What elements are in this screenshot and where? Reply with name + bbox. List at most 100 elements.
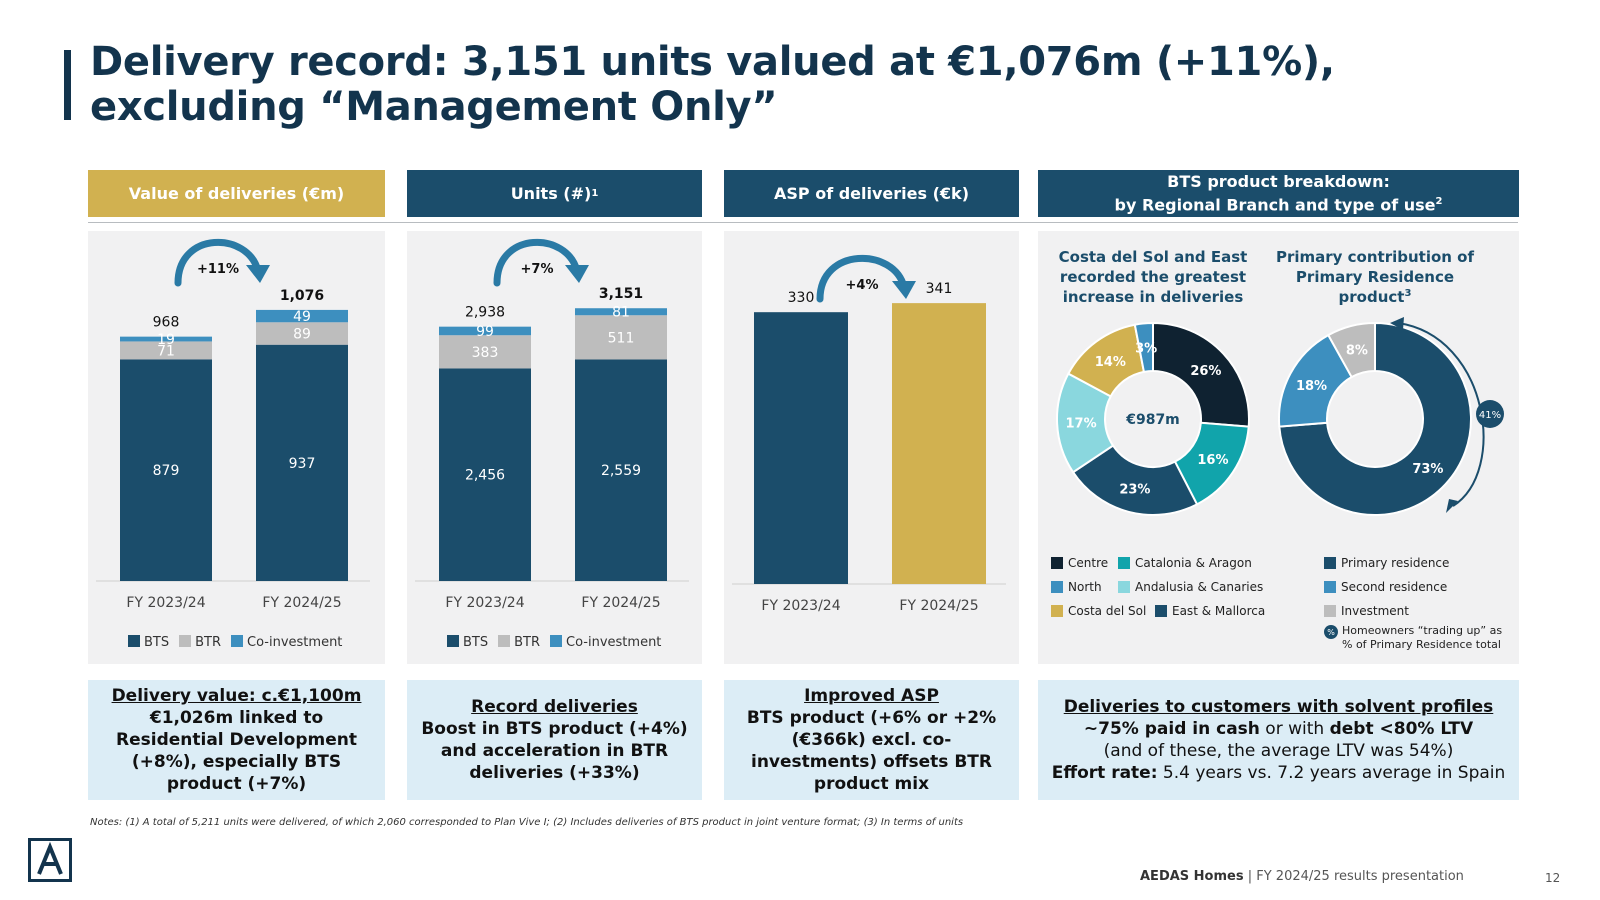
value-bar-label: 879 (153, 463, 180, 479)
legend-primary-residence: Primary residence (1324, 556, 1449, 570)
asp-arrowhead-icon (892, 281, 916, 299)
use-donut-title: product3 (1339, 288, 1412, 306)
value-growth-label: +11% (197, 262, 239, 277)
region-donut-slice (1152, 321, 1250, 428)
asp-chart: 330 FY 2023/24 341 FY 2024/25 +4% (732, 254, 1006, 614)
legend-costa-del-sol: Costa del Sol (1051, 604, 1146, 618)
units-chart-panel: 2,456 383 99 2,938 FY 2023/24 2,559 511 81 3,151… (407, 231, 702, 664)
region-donut-slice (1133, 321, 1154, 374)
units-arrow-icon (493, 238, 581, 287)
legend-bts: BTS (447, 635, 488, 650)
region-donut-slice (1071, 444, 1199, 516)
value-bar-btr (256, 322, 348, 345)
asp-chart-panel: 330 FY 2023/24 341 FY 2024/25 +4% (724, 231, 1019, 664)
units-total-label: 3,151 (599, 286, 643, 302)
asp-arrow-icon (816, 254, 908, 303)
header-divider (88, 222, 1518, 223)
units-bar-label: 2,456 (465, 468, 505, 484)
use-donut-slice (1326, 321, 1376, 379)
legend-coinv: Co-investment (550, 635, 661, 650)
units-bar-label: 81 (612, 305, 630, 321)
use-donut-slice (1278, 321, 1472, 516)
asp-x-tick: FY 2023/24 (761, 598, 840, 614)
units-bar-label: 383 (472, 345, 499, 361)
legend-east-mallorca: East & Mallorca (1155, 604, 1265, 618)
value-bar-co-investment (256, 309, 348, 323)
units-legend: BTS BTR Co-investment (447, 635, 661, 650)
value-bar-btr (120, 341, 212, 360)
value-bar-label: 71 (157, 343, 175, 359)
asp-bar-label: 330 (788, 290, 815, 306)
value-bar-bts (120, 359, 212, 581)
units-bar-btr (439, 335, 531, 369)
title-accent-bar (64, 50, 71, 120)
asp-summary: Improved ASP BTS product (+6% or +2% (€3… (724, 680, 1019, 800)
units-bar-bts (439, 368, 531, 581)
asp-x-tick: FY 2024/25 (899, 598, 978, 614)
trading-up-pct: 41% (1479, 410, 1501, 421)
use-donut-title: Primary contribution of (1276, 248, 1475, 266)
region-donut-slice-label: 16% (1197, 453, 1228, 468)
use-donut-title: Primary Residence (1296, 268, 1454, 286)
units-total-label: 2,938 (465, 305, 505, 321)
header-asp: ASP of deliveries (€k) (724, 170, 1019, 217)
header-units: Units (#) 1 (407, 170, 702, 217)
bts-breakdown-panel: 26% 16% 23% 17% 14% 3% €987m 73% 18% 8% 41% Costa d… (1038, 231, 1519, 664)
bts-donut-charts: 26% 16% 23% 17% 14% 3% €987m 73% 18% 8% 41% Costa d… (1056, 248, 1504, 516)
units-summary: Record deliveries Boost in BTS product (… (407, 680, 702, 800)
footer: AEDAS Homes | FY 2024/25 results present… (1140, 869, 1464, 884)
legend-bts: BTS (128, 635, 169, 650)
legend-btr: BTR (179, 635, 221, 650)
units-bar-co-investment (439, 326, 531, 336)
legend-centre: Centre (1051, 556, 1108, 570)
value-legend: BTS BTR Co-investment (128, 635, 342, 650)
units-bar-label: 2,559 (601, 463, 641, 479)
bts-summary: Deliveries to customers with solvent pro… (1038, 680, 1519, 800)
value-x-tick: FY 2023/24 (126, 595, 205, 611)
region-donut-slice-label: 3% (1135, 341, 1157, 356)
page-number: 12 (1545, 871, 1561, 885)
value-total-label: 1,076 (280, 288, 324, 304)
region-donut-title: increase in deliveries (1063, 288, 1244, 306)
value-total-label: 968 (153, 315, 180, 331)
asp-growth-label: +4% (846, 278, 879, 293)
header-value: Value of deliveries (€m) (88, 170, 385, 217)
units-chart: 2,456 383 99 2,938 FY 2023/24 2,559 511 81 3,151… (415, 238, 689, 611)
legend-btr: BTR (498, 635, 540, 650)
percent-badge-icon: % (1324, 625, 1338, 639)
legend-coinv: Co-investment (231, 635, 342, 650)
value-x-tick: FY 2024/25 (262, 595, 341, 611)
asp-bar-label: 341 (926, 281, 953, 297)
region-donut-slice-label: 23% (1119, 483, 1150, 498)
footnotes: Notes: (1) A total of 5,211 units were d… (90, 817, 964, 828)
legend-north: North (1051, 580, 1102, 594)
value-arrow-icon (174, 238, 262, 287)
asp-bar (892, 303, 986, 584)
units-bar-bts (575, 359, 667, 581)
units-bar-btr (575, 315, 667, 360)
aedas-logo-icon (28, 838, 72, 882)
units-bar-label: 511 (608, 330, 635, 346)
value-bar-label: 19 (157, 332, 175, 348)
value-chart-panel: 879 71 19 968 FY 2023/24 937 89 49 1,076 FY 2024/… (88, 231, 385, 664)
region-donut-slice-label: 14% (1095, 355, 1126, 370)
value-bar-bts (256, 344, 348, 581)
use-donut-slice-label: 73% (1412, 462, 1443, 477)
header-bts-breakdown: BTS product breakdown: by Regional Branc… (1038, 170, 1519, 217)
region-donut-center-label: €987m (1125, 412, 1180, 428)
value-summary: Delivery value: c.€1,100m €1,026m linked… (88, 680, 385, 800)
value-bar-label: 49 (293, 309, 311, 325)
region-donut-slice-label: 17% (1066, 416, 1097, 431)
use-donut-slice-label: 18% (1296, 379, 1327, 394)
legend-trading-up: % Homeowners “trading up” as % of Primar… (1324, 624, 1514, 652)
region-donut-title: recorded the greatest (1060, 268, 1246, 286)
use-donut-slice-label: 8% (1346, 343, 1368, 358)
units-arrowhead-icon (565, 265, 589, 283)
legend-catalonia: Catalonia & Aragon (1118, 556, 1252, 570)
region-donut-slice-label: 26% (1190, 364, 1221, 379)
legend-investment: Investment (1324, 604, 1409, 618)
asp-bar (754, 312, 848, 584)
use-donut-title-sup: 3 (1404, 288, 1411, 299)
value-bar-label: 937 (289, 456, 316, 472)
